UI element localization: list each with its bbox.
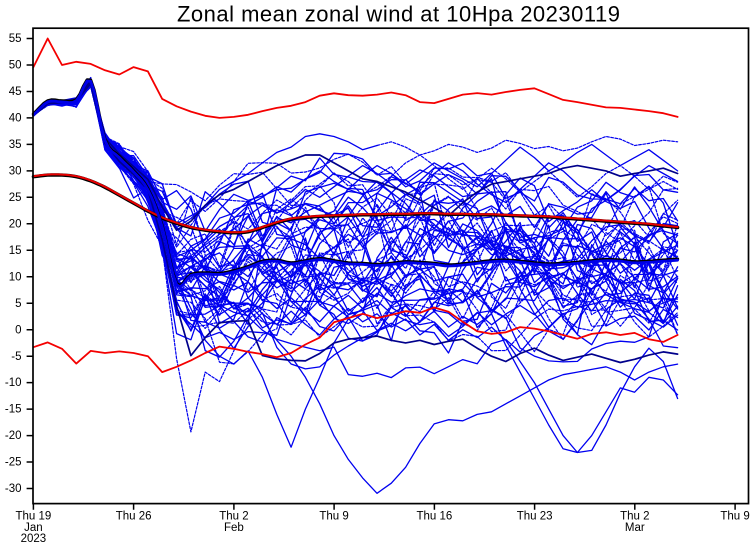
svg-text:25: 25 [9, 192, 22, 204]
svg-text:55: 55 [9, 33, 22, 45]
svg-text:Mar: Mar [625, 522, 645, 534]
svg-text:50: 50 [9, 60, 22, 72]
svg-text:10: 10 [9, 271, 22, 283]
svg-text:Thu 23: Thu 23 [517, 511, 553, 523]
svg-text:-10: -10 [5, 377, 22, 389]
svg-text:15: 15 [9, 245, 22, 257]
svg-text:-5: -5 [11, 351, 21, 363]
svg-text:-20: -20 [5, 430, 22, 442]
svg-text:Thu 26: Thu 26 [116, 511, 152, 523]
svg-text:Jan: Jan [24, 522, 43, 534]
svg-text:Zonal mean zonal wind at 10Hpa: Zonal mean zonal wind at 10Hpa 20230119 [177, 1, 621, 26]
svg-text:Thu 9: Thu 9 [720, 511, 749, 523]
svg-text:20: 20 [9, 218, 22, 230]
svg-text:Thu 16: Thu 16 [416, 511, 452, 523]
svg-text:-15: -15 [5, 404, 22, 416]
svg-text:Feb: Feb [224, 522, 244, 534]
svg-text:2023: 2023 [21, 533, 47, 545]
svg-text:Thu 19: Thu 19 [15, 511, 51, 523]
svg-text:Thu 2: Thu 2 [219, 511, 248, 523]
svg-text:0: 0 [15, 324, 21, 336]
svg-text:Thu 2: Thu 2 [620, 511, 649, 523]
svg-text:-25: -25 [5, 457, 22, 469]
svg-text:5: 5 [15, 298, 21, 310]
svg-text:40: 40 [9, 113, 22, 125]
svg-text:Thu 9: Thu 9 [319, 511, 348, 523]
svg-text:30: 30 [9, 166, 22, 178]
svg-text:35: 35 [9, 139, 22, 151]
svg-text:45: 45 [9, 86, 22, 98]
svg-text:-30: -30 [5, 483, 22, 495]
